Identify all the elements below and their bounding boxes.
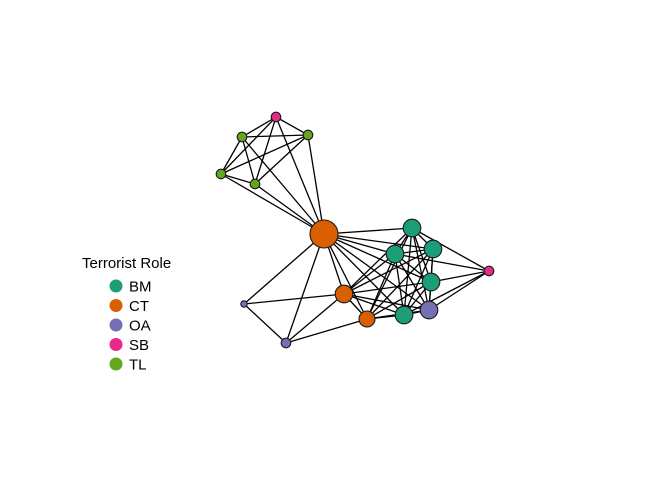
node-n16-oa bbox=[240, 300, 248, 308]
edge-n3-n6 bbox=[307, 134, 325, 235]
edge-n13-n17 bbox=[285, 318, 368, 344]
node-n13-ct bbox=[358, 310, 376, 328]
edge-n16-n17 bbox=[243, 303, 287, 344]
edge-n4-n5 bbox=[220, 173, 256, 185]
edge-n10-n14 bbox=[403, 270, 490, 316]
edge-n7-n12 bbox=[343, 227, 413, 295]
edge-n12-n15 bbox=[343, 293, 430, 311]
node-n14-bm bbox=[394, 305, 414, 325]
node-n9-bm bbox=[385, 244, 405, 264]
edge-n1-n6 bbox=[275, 116, 325, 235]
edge-n10-n15 bbox=[428, 270, 490, 311]
node-n5-tl bbox=[249, 178, 261, 190]
edge-n2-n6 bbox=[241, 136, 325, 235]
edge-n2-n5 bbox=[241, 136, 256, 185]
edge-n7-n10 bbox=[411, 227, 490, 272]
node-n4-tl bbox=[215, 168, 227, 180]
edge-n9-n10 bbox=[394, 253, 490, 272]
edge-n9-n12 bbox=[343, 253, 396, 295]
edge-n6-n16 bbox=[243, 233, 325, 305]
node-n7-bm bbox=[402, 218, 422, 238]
node-layer bbox=[215, 111, 495, 349]
edge-n2-n3 bbox=[241, 134, 309, 138]
node-n10-sb bbox=[483, 265, 495, 277]
edge-n8-n12 bbox=[343, 248, 434, 295]
legend-label-oa: OA bbox=[129, 318, 151, 335]
node-n2-tl bbox=[236, 131, 248, 143]
edge-n12-n14 bbox=[343, 293, 405, 316]
edge-n10-n11 bbox=[430, 270, 490, 283]
edge-n1-n3 bbox=[275, 116, 309, 136]
edge-n11-n12 bbox=[343, 281, 432, 295]
node-n12-ct bbox=[334, 284, 354, 304]
node-n17-oa bbox=[280, 337, 292, 349]
edge-n1-n5 bbox=[254, 116, 277, 185]
legend-swatch-oa bbox=[109, 318, 123, 332]
edge-n9-n13 bbox=[366, 253, 396, 320]
edge-n6-n11 bbox=[323, 233, 432, 283]
node-n6-ct bbox=[309, 219, 339, 249]
legend-label-tl: TL bbox=[129, 357, 147, 374]
legend-label-ct: CT bbox=[129, 298, 149, 315]
edge-n12-n16 bbox=[243, 293, 345, 305]
node-n11-bm bbox=[421, 272, 441, 292]
edge-n2-n4 bbox=[220, 136, 243, 175]
edge-n9-n15 bbox=[394, 253, 430, 311]
legend-swatch-ct bbox=[109, 299, 123, 312]
node-n1-sb bbox=[270, 111, 282, 123]
edge-n6-n8 bbox=[323, 233, 434, 250]
edge-n7-n13 bbox=[366, 227, 413, 320]
legend-label-sb: SB bbox=[129, 337, 149, 354]
legend-swatch-sb bbox=[109, 338, 123, 351]
edge-n7-n15 bbox=[411, 227, 430, 311]
legend-swatch-tl bbox=[109, 357, 123, 371]
edge-n1-n2 bbox=[241, 116, 277, 138]
node-n3-tl bbox=[302, 129, 314, 141]
edge-n6-n17 bbox=[285, 233, 325, 344]
edge-n11-n13 bbox=[366, 281, 432, 320]
legend: Terrorist Role BM CT OA SB TL bbox=[82, 255, 171, 374]
edge-layer bbox=[220, 116, 490, 344]
edge-n12-n17 bbox=[285, 293, 345, 344]
legend-swatch-bm bbox=[109, 279, 123, 293]
legend-title: Terrorist Role bbox=[82, 255, 171, 272]
node-n8-bm bbox=[423, 239, 443, 259]
edge-n7-n14 bbox=[403, 227, 413, 316]
node-n15-oa bbox=[419, 300, 439, 320]
edge-n4-n6 bbox=[220, 173, 325, 235]
edge-n6-n7 bbox=[323, 227, 413, 235]
edge-n3-n5 bbox=[254, 134, 309, 185]
legend-label-bm: BM bbox=[129, 279, 152, 296]
edge-n6-n13 bbox=[323, 233, 368, 320]
edge-n3-n4 bbox=[220, 134, 309, 175]
